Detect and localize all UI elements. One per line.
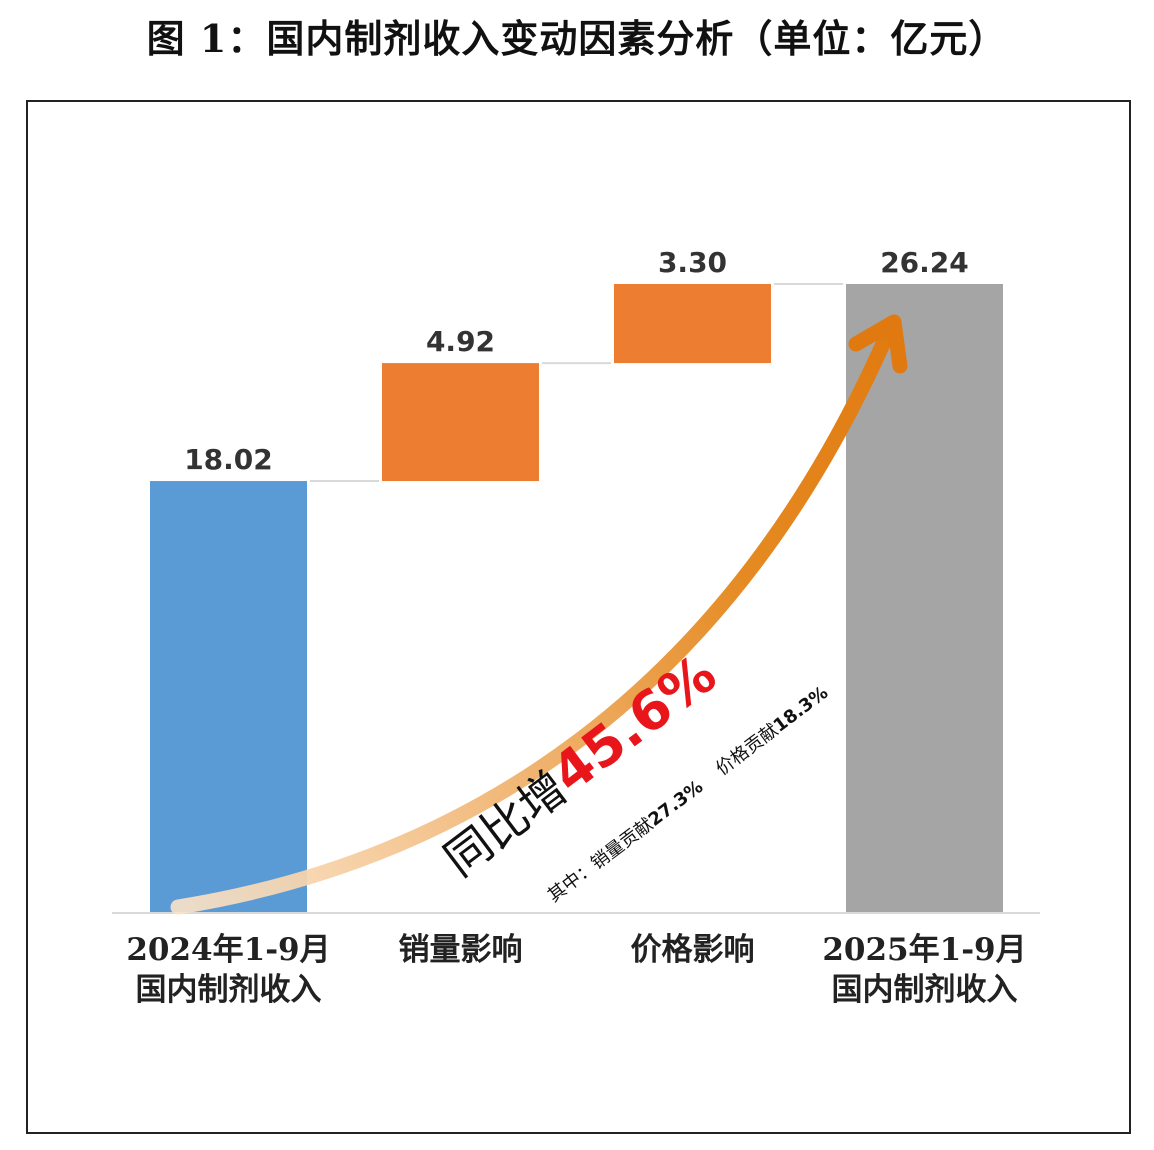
svg-text:同比增45.6%: 同比增45.6% xyxy=(430,642,728,888)
category-label-line: 国内制剂收入 xyxy=(136,972,322,1008)
volume-contribution-label: 销量贡献 xyxy=(587,814,657,874)
category-label-line: 销量影响 xyxy=(399,932,523,968)
price-contribution-value: 18.3% xyxy=(770,682,833,736)
chart-frame: 18.02 4.92 3.30 26.24 2024年1-9月国内制剂收入 销量影响 价格… xyxy=(26,100,1131,1134)
growth-percent-text: 45.6% xyxy=(540,642,728,805)
bar-3 xyxy=(614,284,771,364)
value-labels-group: 18.02 4.92 3.30 26.24 xyxy=(184,246,969,476)
volume-contribution-value: 27.3% xyxy=(645,776,708,830)
bars-group xyxy=(150,284,1003,913)
category-label-4: 2025年1-9月国内制剂收入 xyxy=(822,932,1026,1008)
bar-1 xyxy=(150,481,307,913)
price-contribution-label: 价格贡献 xyxy=(712,720,782,780)
value-label-4: 26.24 xyxy=(880,246,969,279)
value-label-3: 3.30 xyxy=(658,246,727,279)
category-label-3: 价格影响 xyxy=(631,932,755,968)
bar-4 xyxy=(846,284,1003,913)
category-label-1: 2024年1-9月国内制剂收入 xyxy=(126,932,330,1008)
category-label-line: 价格影响 xyxy=(631,932,755,968)
growth-arrow-head xyxy=(848,314,908,374)
growth-arrow-body xyxy=(170,320,898,915)
category-label-2: 销量影响 xyxy=(399,932,523,968)
category-label-line: 国内制剂收入 xyxy=(832,972,1018,1008)
value-label-1: 18.02 xyxy=(184,443,273,476)
bar-2 xyxy=(382,363,539,482)
category-label-line: 2024年1-9月 xyxy=(126,932,330,968)
breakdown-prefix-text: 其中： xyxy=(544,857,600,906)
connector-lines xyxy=(310,283,843,483)
growth-annotation: 同比增45.6% 其中：销量贡献27.3%价格贡献18.3% xyxy=(430,642,833,906)
value-label-2: 4.92 xyxy=(426,325,495,358)
growth-arrow xyxy=(170,314,908,915)
category-label-line: 2025年1-9月 xyxy=(822,932,1026,968)
figure-title: 图 1：国内制剂收入变动因素分析（单位：亿元） xyxy=(146,16,1008,61)
